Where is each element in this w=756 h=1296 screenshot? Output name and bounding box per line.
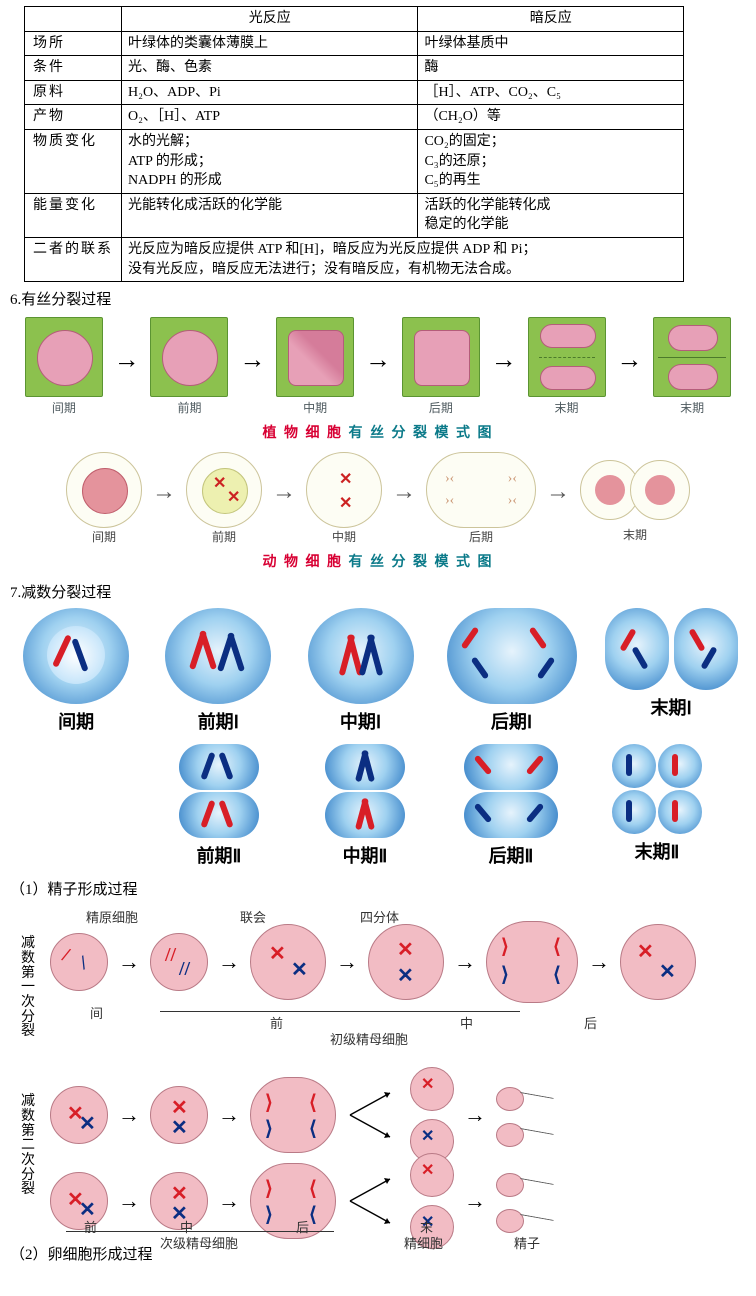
arrow-icon: → [464,1188,486,1214]
arrow-icon: → [118,1102,140,1128]
stage-label: 末期 [525,399,609,416]
row-key: 条件 [25,56,122,81]
label-secondary: 次级精母细胞 [160,1233,238,1252]
stage-label: 中期 [306,528,382,545]
arrow-icon: → [392,479,416,506]
sperm-icon [496,1119,556,1147]
stage-label: 后期 [399,399,483,416]
row-key-energy: 能量变化 [25,193,122,237]
meiosis-diagram: 间期 前期Ⅰ 中期Ⅰ 后期Ⅰ 末期Ⅰ 前期Ⅱ 中期Ⅱ 后期Ⅱ 末期Ⅱ [18,608,738,868]
row-a: O₂、［H］、ATP [122,105,418,130]
plant-mitosis-row: 间期 → 前期 → 中期 → 后期 → 末期 → 末期 [22,317,734,416]
phase-label: 前期Ⅰ [160,708,276,734]
heading-6: 6.有丝分裂过程 [10,288,746,309]
row-relation: 光反应为暗反应提供 ATP 和[H]，暗反应为光反应提供 ADP 和 Pi；没有… [122,237,684,281]
phase-label: 中期Ⅰ [302,708,418,734]
stage-label: 中期 [273,399,357,416]
stage-label: 后期 [426,528,536,545]
stage-label: 前期 [186,528,262,545]
row-b: （CH₂O）等 [418,105,684,130]
stage-label: 间期 [22,399,106,416]
stage-label: 末期 [580,526,690,543]
label-spermatid: 精细胞 [404,1233,443,1252]
stage-label: 末期 [650,399,734,416]
arrow-icon: → [336,949,358,975]
plant-caption: 植 物 细 胞 有 丝 分 裂 模 式 图 [10,422,746,442]
sperm-icon [496,1169,556,1197]
meiosis-2-label: 减数第二次分裂 [20,1095,36,1198]
arrow-icon: → [365,345,391,375]
arrow-icon: → [118,949,140,975]
phase-int: 间 [90,1003,103,1022]
th-dark: 暗反应 [418,7,684,32]
th-blank [25,7,122,32]
row-key: 原料 [25,80,122,105]
arrow-icon: → [218,949,240,975]
row-b-material: CO₂的固定；C₃的还原；C₅的再生 [418,129,684,193]
arrow-icon: → [239,345,265,375]
row-b: 酶 [418,56,684,81]
row-key: 场所 [25,31,122,56]
phase-label: 中期Ⅱ [305,842,425,868]
phase-label: 后期Ⅰ [445,708,579,734]
row-a: 光、酶、色素 [122,56,418,81]
phase-label: 末期Ⅱ [597,838,717,864]
phase-pre: 前 [270,1013,283,1032]
row-a-material: 水的光解；ATP 的形成；NADPH 的形成 [122,129,418,193]
arrow-icon: → [616,345,642,375]
sperm-icon [496,1205,556,1233]
phase-label: 间期 [18,708,134,734]
row-key-relation: 二者的联系 [25,237,122,281]
phase-pre: 前 [84,1217,97,1236]
stage-label: 间期 [66,528,142,545]
row-key: 产物 [25,105,122,130]
label-sperm: 精子 [514,1233,540,1252]
spermatogenesis-diagram: 减数第一次分裂 减数第二次分裂 精原细胞 联会 四分体 // → //// → … [20,907,736,1237]
sperm-icon [496,1083,556,1111]
animal-caption: 动 物 细 胞 有 丝 分 裂 模 式 图 [10,551,746,571]
phase-late: 后 [584,1013,597,1032]
arrow-icon: → [454,949,476,975]
arrow-icon: → [114,345,140,375]
comparison-table: 光反应 暗反应 场所叶绿体的类囊体薄膜上叶绿体基质中 条件光、酶、色素酶 原料H… [24,6,684,282]
arrow-icon: → [152,479,176,506]
arrow-icon: → [588,949,610,975]
animal-mitosis-row: 间期 → ✕✕前期 → ✕✕中期 → ›‹›‹›‹›‹后期 → 末期 [22,452,734,545]
meiosis-1-label: 减数第一次分裂 [20,937,36,1040]
row-b: 叶绿体基质中 [418,31,684,56]
th-light: 光反应 [122,7,418,32]
arrow-icon: → [218,1188,240,1214]
heading-7: 7.减数分裂过程 [10,581,746,602]
split-arrow-icon [346,1171,400,1231]
arrow-icon: → [118,1188,140,1214]
phase-mid: 中 [460,1013,473,1032]
stage-label: 前期 [148,399,232,416]
phase-label: 末期Ⅰ [604,694,738,720]
sub-1: （1）精子形成过程 [10,878,746,899]
row-key-material: 物质变化 [25,129,122,193]
row-a: H₂O、ADP、Pi [122,80,418,105]
row-a: 叶绿体的类囊体薄膜上 [122,31,418,56]
row-a-energy: 光能转化成活跃的化学能 [122,193,418,237]
phase-label: 后期Ⅱ [451,842,571,868]
phase-label: 前期Ⅱ [159,842,279,868]
arrow-icon: → [464,1102,486,1128]
arrow-icon: → [218,1102,240,1128]
arrow-icon: → [546,479,570,506]
arrow-icon: → [272,479,296,506]
label-primary: 初级精母细胞 [330,1029,408,1048]
phase-late: 后 [296,1217,309,1236]
split-arrow-icon [346,1085,400,1145]
row-b-energy: 活跃的化学能转化成稳定的化学能 [418,193,684,237]
arrow-icon: → [491,345,517,375]
row-b: ［H］、ATP、CO₂、C₅ [418,80,684,105]
